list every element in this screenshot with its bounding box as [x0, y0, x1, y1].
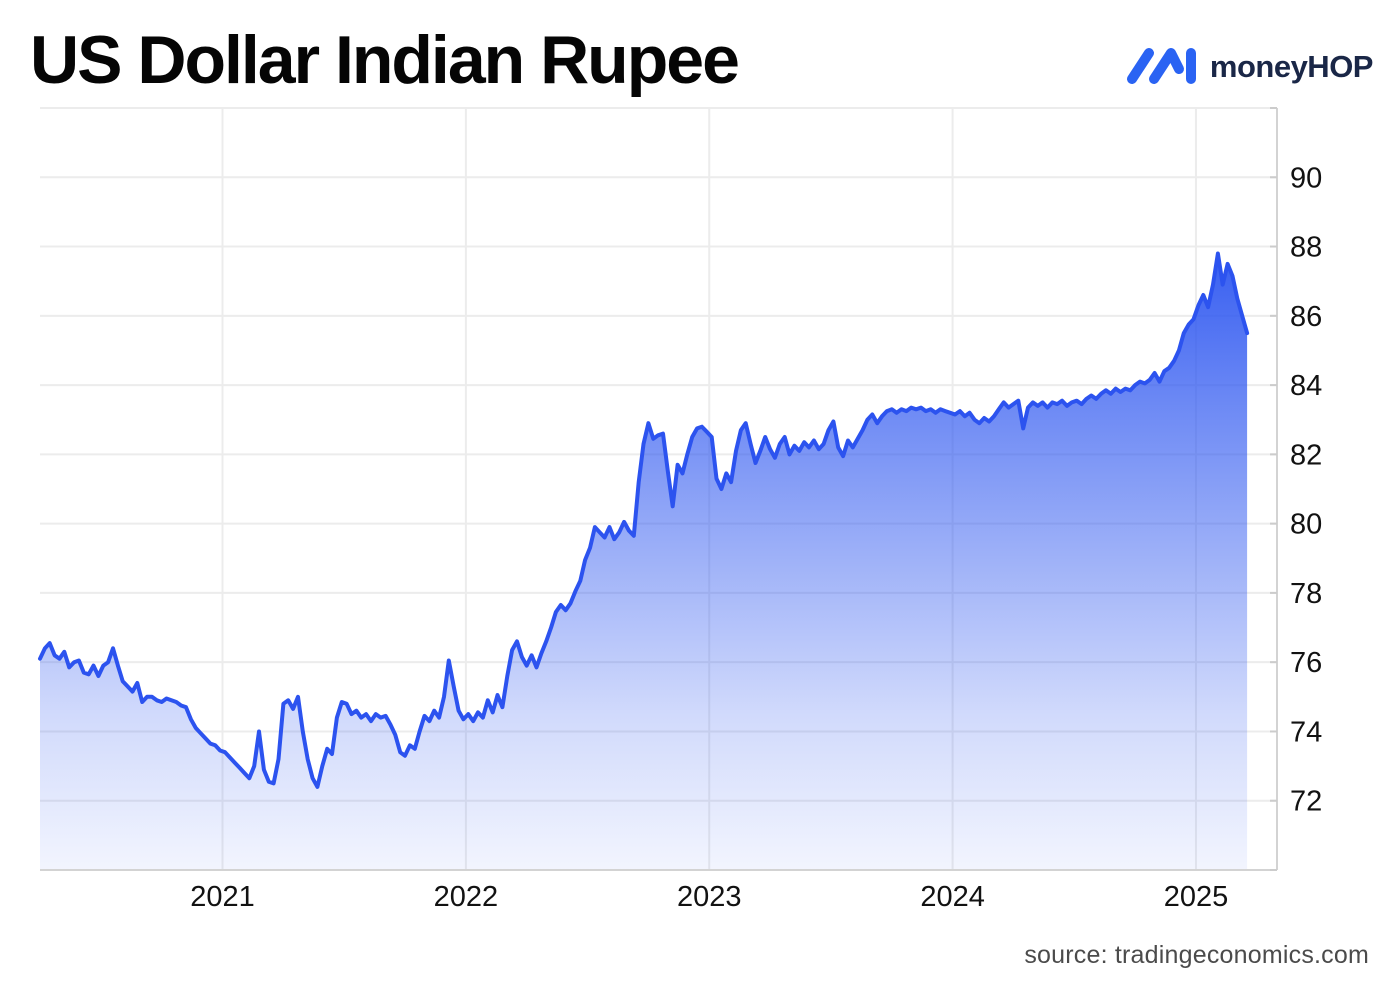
y-tick-label: 74	[1290, 716, 1322, 748]
y-tick-label: 78	[1290, 578, 1322, 610]
y-tick-label: 90	[1290, 162, 1322, 194]
x-tick-label: 2023	[677, 881, 742, 913]
area-fill	[40, 253, 1248, 870]
y-tick-label: 76	[1290, 647, 1322, 679]
x-tick-label: 2024	[920, 881, 985, 913]
y-tick-label: 86	[1290, 301, 1322, 333]
source-attribution: source: tradingeconomics.com	[1024, 941, 1369, 969]
y-tick-label: 72	[1290, 786, 1322, 818]
y-tick-label: 88	[1290, 232, 1322, 264]
x-tick-label: 2022	[434, 881, 499, 913]
x-tick-label: 2021	[190, 881, 255, 913]
y-tick-label: 82	[1290, 439, 1322, 471]
moneyhop-logo: moneyHOP	[1126, 46, 1374, 86]
price-line	[38, 251, 1250, 789]
page-title: US Dollar Indian Rupee	[30, 22, 740, 98]
y-tick-label: 84	[1290, 370, 1322, 402]
y-tick-label: 80	[1290, 509, 1322, 541]
moneyhop-m-icon	[1126, 48, 1196, 84]
moneyhop-wordmark: moneyHOP	[1209, 48, 1374, 84]
x-tick-label: 2025	[1164, 881, 1229, 913]
